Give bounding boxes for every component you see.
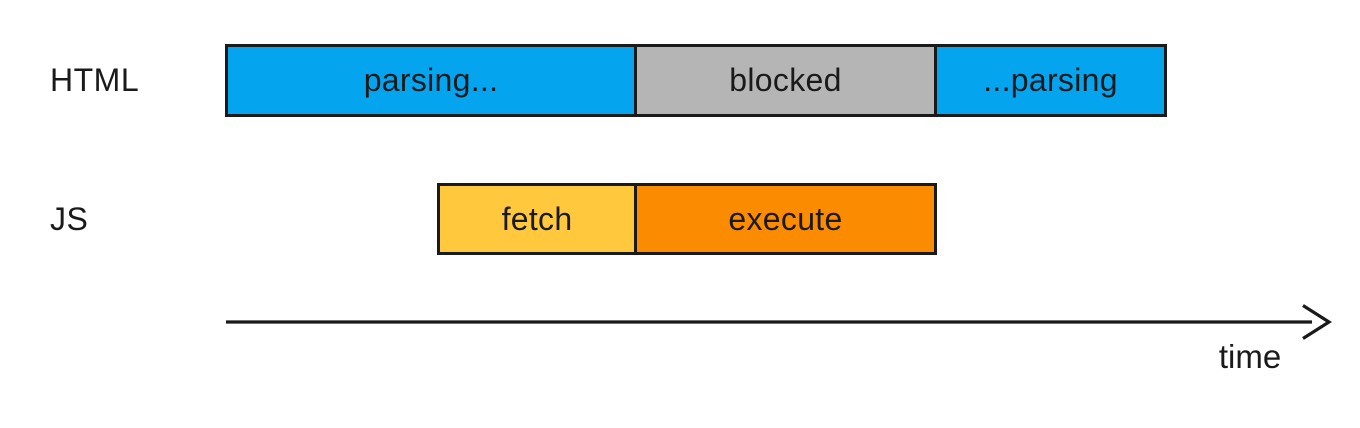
- time-axis-label: time: [1218, 338, 1282, 375]
- segment-parsing-resume: ...parsing: [937, 44, 1167, 117]
- segment-parsing-start: parsing...: [225, 44, 637, 117]
- segment-execute: execute: [637, 183, 937, 255]
- time-axis-arrow: [226, 304, 1332, 340]
- segment-fetch: fetch: [437, 183, 637, 255]
- row-label-html: HTML: [50, 62, 140, 98]
- html-timeline-bar: parsing... blocked ...parsing: [225, 44, 1167, 117]
- js-timeline-bar: fetch execute: [437, 183, 937, 255]
- segment-blocked: blocked: [637, 44, 937, 117]
- row-label-js: JS: [50, 200, 89, 237]
